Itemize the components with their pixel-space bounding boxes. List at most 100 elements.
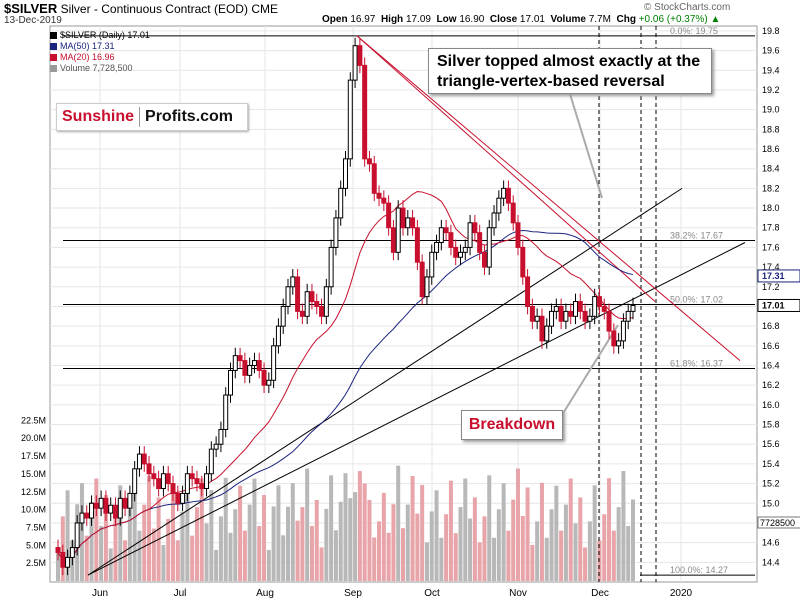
candle-body [84, 512, 90, 519]
volume-bar [348, 498, 353, 581]
volume-bar [171, 490, 175, 581]
candle-body [573, 301, 578, 317]
volume-bar [108, 548, 113, 581]
candle-body [103, 497, 109, 514]
volume-bar [477, 542, 482, 581]
volume-tick-label: 2.5M [26, 558, 46, 568]
volume-bar [286, 506, 290, 581]
price-flag [757, 298, 800, 312]
trendlines [87, 35, 746, 576]
candle-body [419, 261, 425, 298]
candle-body [189, 473, 195, 480]
fib-label: 61.8%: 16.37 [670, 358, 723, 368]
candle-body [285, 286, 291, 307]
volume-bar [434, 490, 439, 581]
volume-tick-label: 5.0M [26, 540, 46, 550]
volume-tick-label: 20.0M [21, 433, 46, 443]
candle-body [453, 246, 459, 258]
candle-body [343, 158, 348, 189]
symbol: $SILVER [4, 1, 58, 16]
candle-body [113, 504, 118, 519]
candle-body [74, 522, 80, 549]
y-tick-label: 15.2 [762, 479, 780, 489]
volume-bar [185, 478, 190, 581]
candle-body [390, 227, 396, 253]
volume-bar [218, 516, 223, 581]
ohlc-readout: Open 16.97 High 17.09 Low 16.90 Close 17… [322, 14, 721, 25]
volume-bar [367, 499, 372, 581]
candle-body [371, 163, 377, 194]
price-flag-label: 17.31 [762, 271, 785, 281]
candle-body [218, 428, 224, 445]
candle-body [228, 369, 233, 396]
volume-bar [578, 497, 583, 581]
volume-bar [238, 485, 243, 581]
volume-bar [166, 518, 171, 581]
candle-body [266, 379, 272, 386]
candle-body [319, 305, 325, 317]
fib-levels: 0.0%: 19.75 38.2%: 17.67 50.0%: 17.02 61.8%… [63, 26, 755, 582]
volume-bar [563, 504, 568, 581]
plot-frame [49, 25, 758, 583]
candle-body [424, 276, 430, 298]
candle-body [539, 315, 545, 342]
y-tick-label: 16.8 [762, 321, 780, 331]
volume-bar [631, 499, 635, 581]
up-arrow-icon: ▲ [710, 14, 721, 25]
candle-body [151, 473, 157, 480]
volume-bar [190, 535, 195, 581]
candle-body [180, 492, 186, 504]
candle-body [60, 551, 66, 568]
candle-body [592, 296, 598, 317]
volume-bar [99, 526, 104, 581]
callout-triangle-vertex: Silver topped almost exactly at the tria… [428, 48, 712, 94]
volume-tick-label: 10.0M [21, 505, 46, 515]
volume-bar [103, 494, 108, 581]
volume-bar [587, 521, 592, 581]
volume-bar [468, 518, 473, 581]
candle-body [256, 360, 262, 371]
x-tick-label: 2020 [670, 588, 693, 599]
candle-body [237, 355, 243, 362]
y-tick-label: 18.2 [762, 183, 780, 193]
candle-body [141, 453, 147, 465]
volume-bar [516, 468, 520, 581]
exchange: CME [251, 2, 278, 16]
volume-bar [233, 509, 238, 581]
volume-bar [544, 537, 549, 581]
candle-body [271, 345, 277, 381]
y-tick-label: 14.6 [762, 538, 780, 548]
volume-bar [329, 475, 334, 581]
volume-bar [89, 502, 94, 581]
candle-body [366, 158, 372, 165]
legend-price: $SILVER (Daily) 17.01 [50, 30, 150, 41]
volume-bar [381, 492, 386, 581]
fib-label: 50.0%: 17.02 [670, 294, 723, 304]
candle-body [362, 64, 368, 160]
candle-body [213, 443, 219, 450]
candle-body [275, 325, 281, 347]
volume-bar [56, 552, 60, 581]
volume-bar [592, 485, 597, 581]
volume-bar [377, 521, 382, 581]
volume-tick-label: 22.5M [21, 415, 46, 425]
candle-body [194, 478, 200, 485]
volume-bar [391, 504, 396, 581]
candle-body [467, 222, 473, 248]
volume-bar [228, 532, 233, 581]
volume-bar [223, 477, 228, 581]
volume-bar [113, 517, 118, 581]
y-tick-label: 15.4 [762, 459, 780, 469]
x-tick-label: Oct [424, 588, 440, 599]
volume-bar [252, 478, 257, 581]
volume-bar [621, 471, 626, 581]
volume-tick-label: 15.0M [21, 469, 46, 479]
volume-bar [142, 504, 147, 581]
y-tick-label: 19.6 [762, 46, 780, 56]
volume-bar [175, 540, 180, 581]
volume-bar [396, 465, 401, 581]
legend-ma20: MA(20) 16.96 [50, 52, 150, 63]
trendline [356, 35, 656, 302]
x-tick-label: Jun [92, 588, 108, 599]
candle-body [304, 291, 310, 317]
